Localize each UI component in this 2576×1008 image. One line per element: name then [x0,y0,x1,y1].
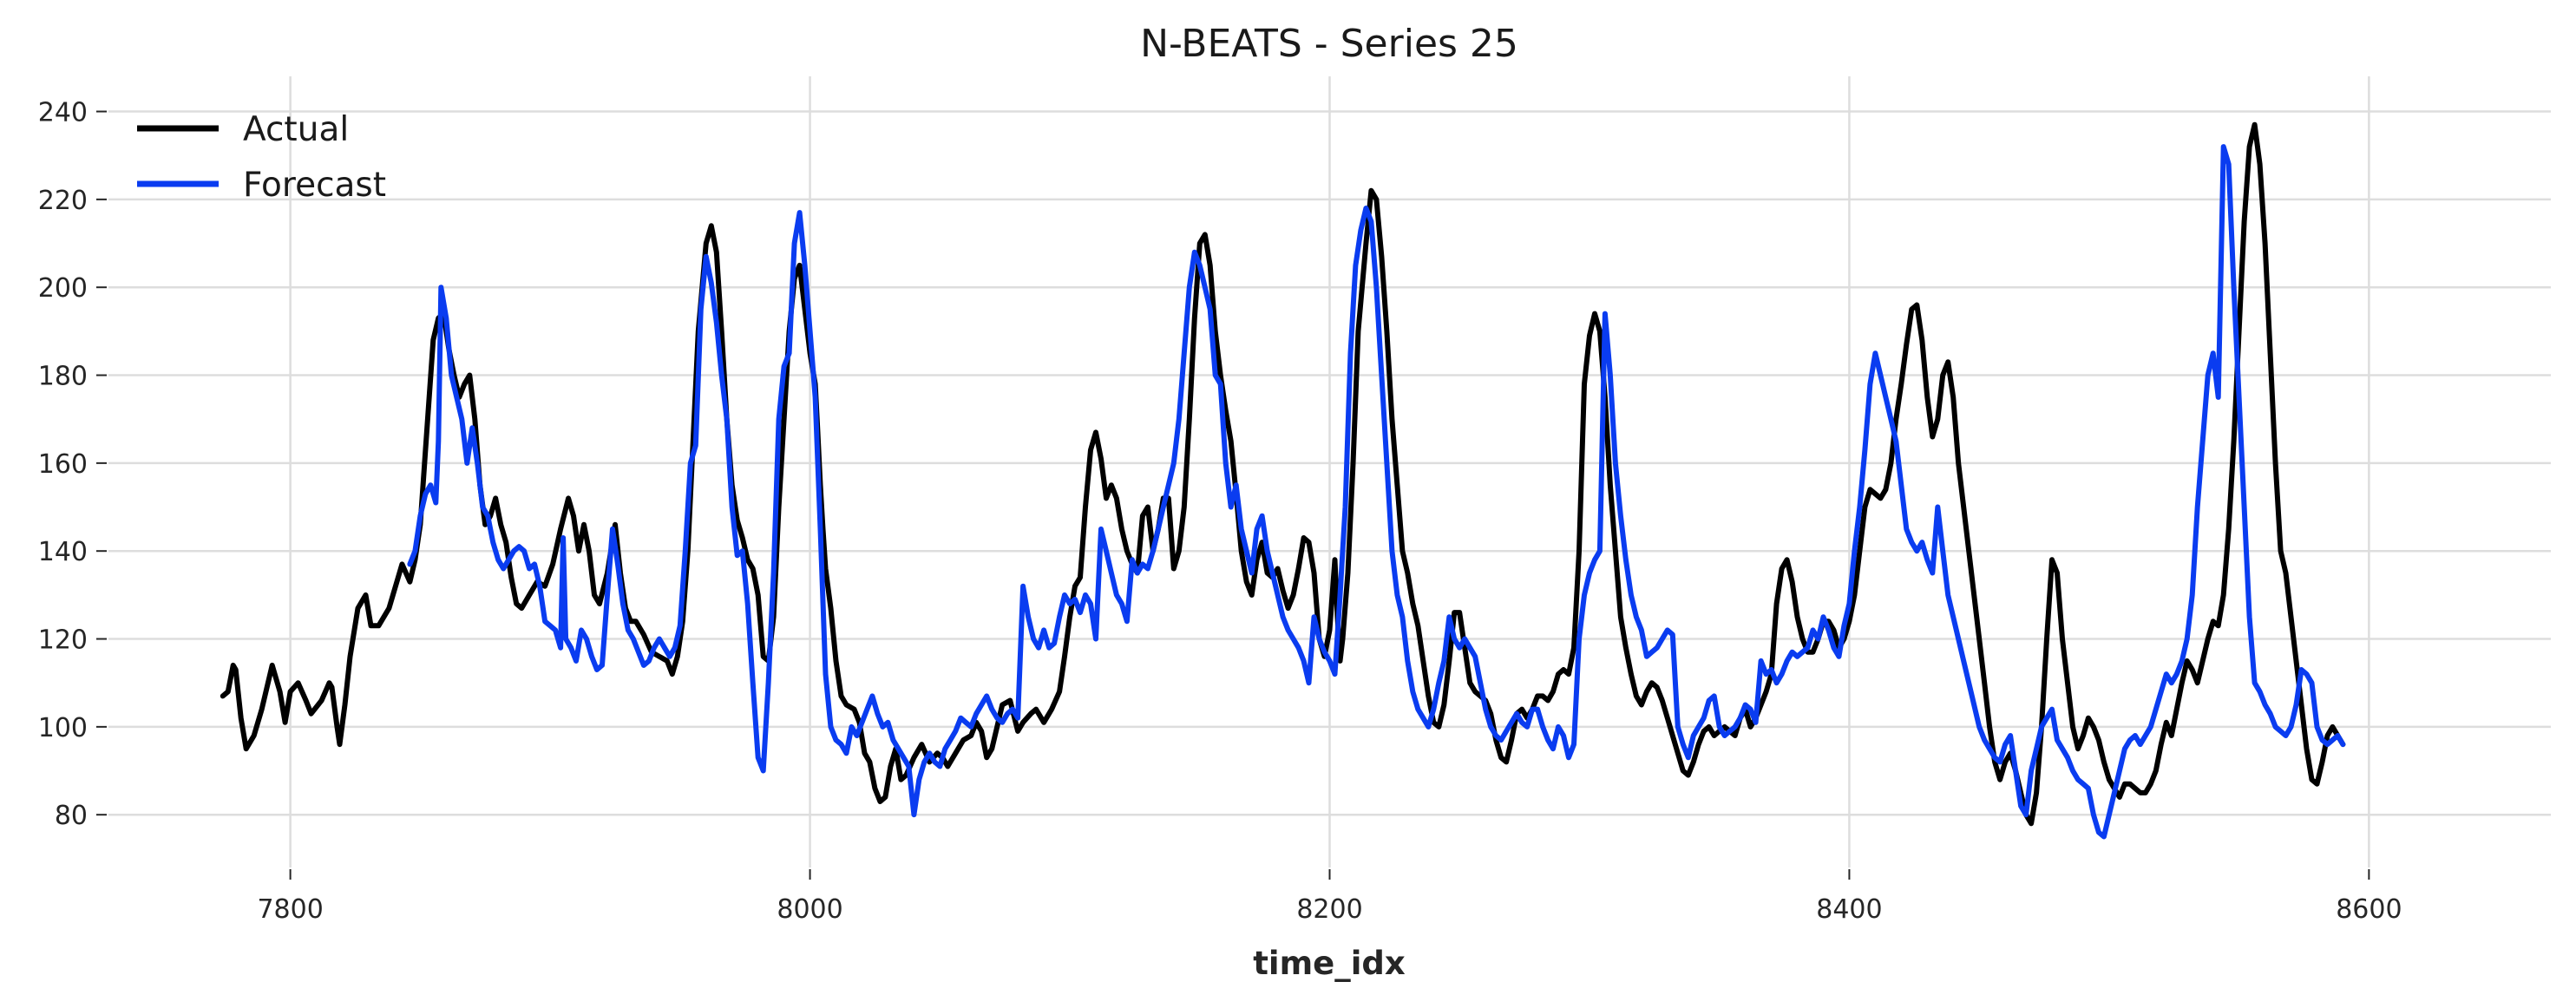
y-tick-label: 240 [38,98,88,128]
x-tick-label: 7800 [257,894,323,925]
series-line-forecast [407,144,2346,840]
x-axis-label: time_idx [1253,945,1406,982]
y-tick-label: 180 [38,362,88,392]
y-tick-label: 120 [38,625,88,656]
series-line-actual [220,121,2346,827]
x-tick-label: 8000 [777,894,842,925]
y-tick-label: 140 [38,537,88,567]
grid [108,76,2551,867]
y-tick-label: 220 [38,186,88,216]
x-axis: 7800 8000 8200 8400 8600 [257,869,2402,925]
y-axis: 80 100 120 140 160 180 200 220 240 [38,98,107,831]
legend-label: Actual [243,110,349,149]
y-tick-label: 80 [55,801,88,831]
legend: Actual Forecast [137,110,386,205]
y-tick-label: 200 [38,273,88,304]
x-tick-label: 8200 [1296,894,1362,925]
x-tick-label: 8600 [2336,894,2402,925]
y-tick-label: 160 [38,449,88,480]
chart-title: N-BEATS - Series 25 [1140,22,1518,66]
x-tick-label: 8400 [1816,894,1882,925]
y-tick-label: 100 [38,713,88,743]
series-lines [220,121,2346,840]
legend-label: Forecast [243,166,386,205]
